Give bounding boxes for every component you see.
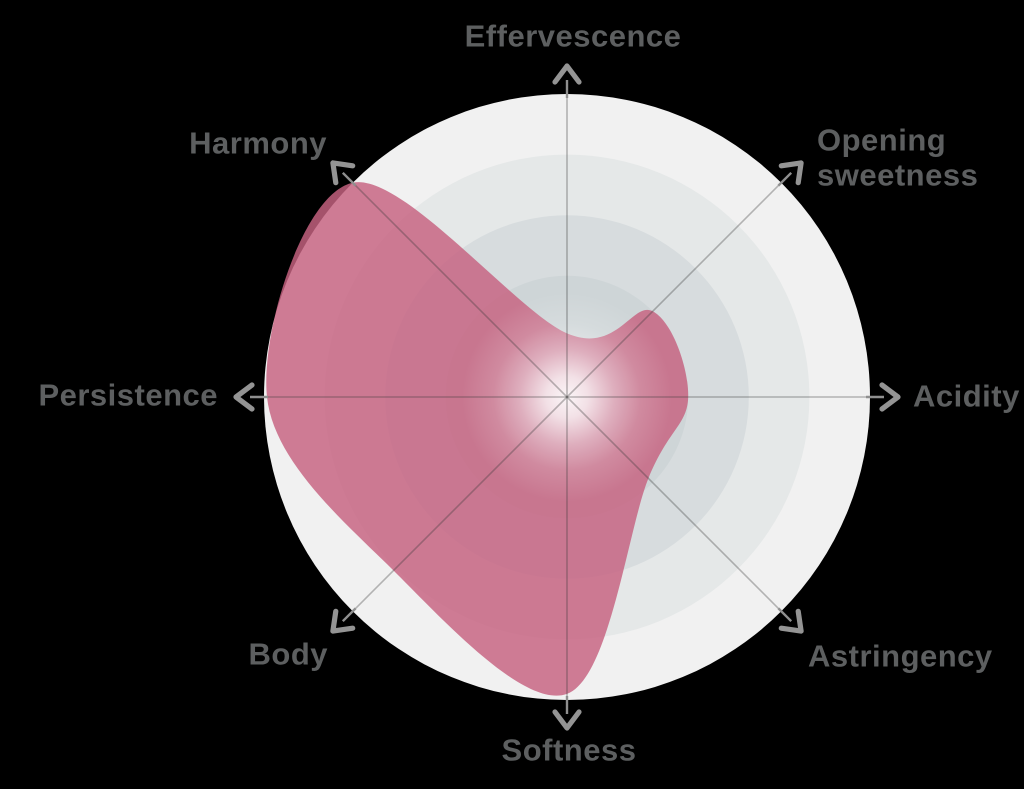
axis-label-effervescence: Effervescence	[464, 18, 682, 54]
axis-line-outer	[777, 171, 793, 187]
axis-arrow-icon	[552, 709, 582, 731]
axis-label-harmony: Harmony	[189, 125, 327, 161]
axis-label-opening-sweetness: Opening sweetness	[817, 122, 979, 192]
axis-lines	[250, 80, 884, 714]
axis-line	[566, 396, 788, 618]
center-glow	[462, 292, 672, 502]
axis-line	[346, 176, 568, 398]
axis-line	[566, 176, 788, 398]
axis-arrows	[233, 63, 901, 731]
axis-arrow-icon	[330, 160, 356, 186]
axis-arrow-icon	[778, 608, 804, 634]
axis-arrow-icon	[330, 608, 356, 634]
axis-label-persistence: Persistence	[38, 377, 218, 413]
axis-line-outer	[341, 171, 357, 187]
axis-arrow-icon	[233, 382, 255, 412]
axis-label-softness: Softness	[501, 732, 637, 768]
axis-line-outer	[341, 607, 357, 623]
axis-label-astringency: Astringency	[808, 638, 993, 674]
axis-arrow-icon	[879, 382, 901, 412]
axis-line-outer	[777, 607, 793, 623]
axis-line	[346, 396, 568, 618]
axis-label-acidity: Acidity	[913, 378, 1020, 414]
axis-label-body: Body	[248, 636, 328, 672]
center-glow-circle	[462, 292, 672, 502]
axis-arrow-icon	[778, 160, 804, 186]
axis-arrow-icon	[552, 63, 582, 85]
